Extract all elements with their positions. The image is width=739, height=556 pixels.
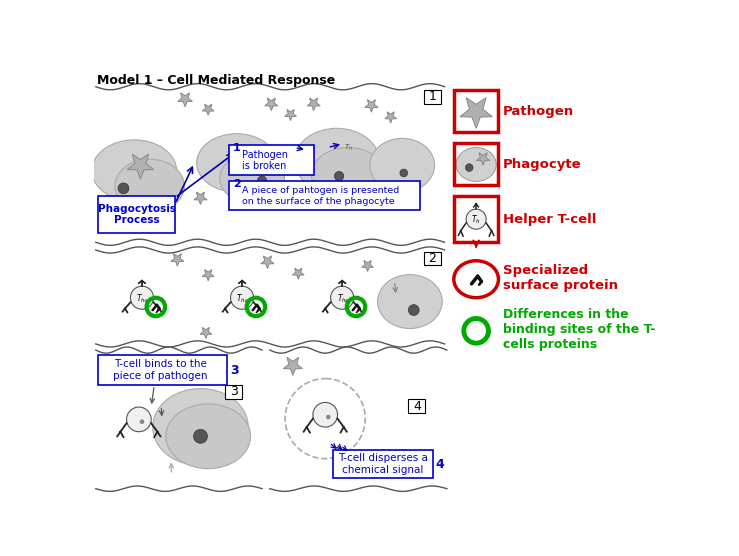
Circle shape (118, 183, 129, 194)
Circle shape (464, 319, 488, 343)
Text: Differences in the
binding sites of the T-
cells proteins: Differences in the binding sites of the … (503, 308, 655, 351)
Ellipse shape (219, 153, 285, 203)
Polygon shape (265, 98, 278, 111)
Text: Model 1 – Cell Mediated Response: Model 1 – Cell Mediated Response (98, 75, 336, 87)
Bar (229, 181, 420, 210)
Circle shape (126, 407, 151, 431)
Polygon shape (293, 268, 304, 279)
Text: 3: 3 (230, 385, 237, 398)
Text: $T_h$: $T_h$ (471, 214, 480, 226)
Text: Specialized
surface protein: Specialized surface protein (503, 264, 618, 292)
Text: $T_h$: $T_h$ (236, 292, 246, 305)
Polygon shape (385, 112, 397, 123)
Circle shape (245, 299, 249, 303)
Polygon shape (261, 256, 274, 269)
Circle shape (344, 299, 349, 303)
Polygon shape (285, 110, 296, 121)
Text: Pathogen
is broken: Pathogen is broken (242, 150, 288, 171)
Text: $T_h$: $T_h$ (344, 142, 353, 153)
Bar (225, 385, 242, 399)
Bar (454, 143, 499, 185)
Text: 1: 1 (429, 90, 436, 103)
Circle shape (466, 163, 473, 171)
Polygon shape (477, 153, 490, 165)
Text: 3: 3 (231, 364, 239, 376)
Polygon shape (127, 154, 154, 179)
Polygon shape (171, 254, 184, 266)
Circle shape (130, 286, 154, 309)
Text: T-cell binds to the
piece of pathogen: T-cell binds to the piece of pathogen (113, 359, 208, 381)
Circle shape (257, 176, 267, 185)
Text: 1: 1 (233, 143, 241, 153)
Text: A piece of pahtogen is presented
on the surface of the phagocyte: A piece of pahtogen is presented on the … (242, 186, 399, 206)
Polygon shape (460, 98, 492, 128)
Ellipse shape (370, 138, 435, 192)
Polygon shape (200, 327, 212, 339)
Polygon shape (178, 93, 192, 107)
Text: Helper T-cell: Helper T-cell (503, 213, 596, 226)
Ellipse shape (456, 147, 496, 181)
Circle shape (194, 429, 208, 443)
Ellipse shape (166, 404, 251, 469)
Ellipse shape (153, 389, 248, 465)
Circle shape (231, 286, 253, 309)
Polygon shape (194, 192, 207, 205)
Bar (333, 450, 433, 478)
Ellipse shape (92, 140, 177, 201)
Bar (423, 251, 440, 265)
Text: 4: 4 (413, 400, 420, 413)
Ellipse shape (294, 128, 379, 193)
Bar (454, 196, 499, 242)
Text: Phagocytosis
Process: Phagocytosis Process (98, 203, 176, 225)
Polygon shape (307, 98, 320, 111)
Text: T-cell disperses a
chemical signal: T-cell disperses a chemical signal (338, 453, 428, 475)
Ellipse shape (197, 133, 276, 192)
Ellipse shape (115, 159, 184, 213)
Polygon shape (283, 358, 302, 375)
Text: 4: 4 (435, 458, 444, 470)
Text: $T_h$: $T_h$ (336, 292, 347, 305)
Text: Pathogen: Pathogen (503, 105, 574, 118)
Circle shape (330, 286, 354, 309)
Polygon shape (365, 100, 378, 112)
Circle shape (313, 403, 338, 427)
Text: 2: 2 (233, 179, 241, 189)
Circle shape (326, 415, 330, 419)
Polygon shape (361, 260, 373, 271)
Bar (98, 196, 175, 233)
Circle shape (466, 209, 486, 229)
Text: $T_h$: $T_h$ (136, 292, 146, 305)
Circle shape (409, 305, 419, 315)
Ellipse shape (311, 147, 385, 201)
Text: Phagocyte: Phagocyte (503, 158, 582, 171)
Ellipse shape (378, 275, 442, 329)
Bar (409, 399, 426, 413)
Circle shape (145, 299, 149, 303)
Circle shape (400, 169, 408, 177)
Bar (454, 90, 499, 132)
Polygon shape (228, 147, 251, 170)
Circle shape (335, 171, 344, 181)
Circle shape (140, 419, 144, 424)
Text: 2: 2 (429, 252, 436, 265)
Bar (229, 145, 313, 175)
Bar (423, 90, 440, 103)
Bar (98, 355, 228, 385)
Polygon shape (202, 270, 214, 281)
Ellipse shape (454, 261, 499, 297)
Polygon shape (202, 104, 214, 115)
